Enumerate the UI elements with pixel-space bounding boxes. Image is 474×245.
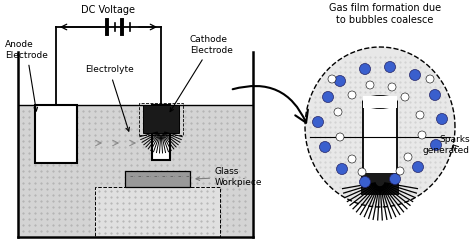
Circle shape <box>416 111 424 119</box>
Circle shape <box>366 81 374 89</box>
Bar <box>152 105 170 160</box>
Circle shape <box>328 75 336 83</box>
Circle shape <box>426 75 434 83</box>
FancyArrowPatch shape <box>233 86 308 123</box>
Circle shape <box>359 176 371 187</box>
Circle shape <box>348 91 356 99</box>
Circle shape <box>358 168 366 176</box>
Circle shape <box>336 133 344 141</box>
Circle shape <box>334 108 342 116</box>
Circle shape <box>396 167 404 175</box>
Circle shape <box>430 139 441 150</box>
Circle shape <box>335 75 346 86</box>
Circle shape <box>437 113 447 124</box>
Circle shape <box>384 61 395 73</box>
Ellipse shape <box>363 96 397 108</box>
Bar <box>143 105 179 133</box>
Bar <box>363 96 397 108</box>
Circle shape <box>412 161 423 172</box>
Ellipse shape <box>305 47 455 207</box>
Circle shape <box>319 142 330 152</box>
Circle shape <box>337 163 347 174</box>
Circle shape <box>312 117 323 127</box>
Bar <box>95 187 220 237</box>
Circle shape <box>418 131 426 139</box>
Circle shape <box>322 91 334 102</box>
Circle shape <box>348 155 356 163</box>
Bar <box>95 187 220 237</box>
Text: DC Voltage: DC Voltage <box>81 5 135 15</box>
Text: Sparks
generated: Sparks generated <box>423 135 470 155</box>
Circle shape <box>410 70 420 81</box>
Bar <box>363 102 397 177</box>
Text: Gas film formation due
to bubbles coalesce: Gas film formation due to bubbles coales… <box>329 3 441 25</box>
Circle shape <box>404 153 412 161</box>
Circle shape <box>390 173 401 184</box>
Circle shape <box>388 83 396 91</box>
Circle shape <box>429 89 440 100</box>
Text: Cathode
Electrode: Cathode Electrode <box>170 35 233 111</box>
Bar <box>125 171 190 187</box>
Bar <box>139 103 183 135</box>
Bar <box>35 105 77 163</box>
Circle shape <box>359 63 371 74</box>
Bar <box>19 105 252 236</box>
Text: Glass
Workpiece: Glass Workpiece <box>196 167 263 187</box>
Circle shape <box>401 93 409 101</box>
Bar <box>361 173 399 195</box>
Text: Electrolyte: Electrolyte <box>85 65 134 131</box>
Text: Anode
Electrode: Anode Electrode <box>5 40 48 111</box>
